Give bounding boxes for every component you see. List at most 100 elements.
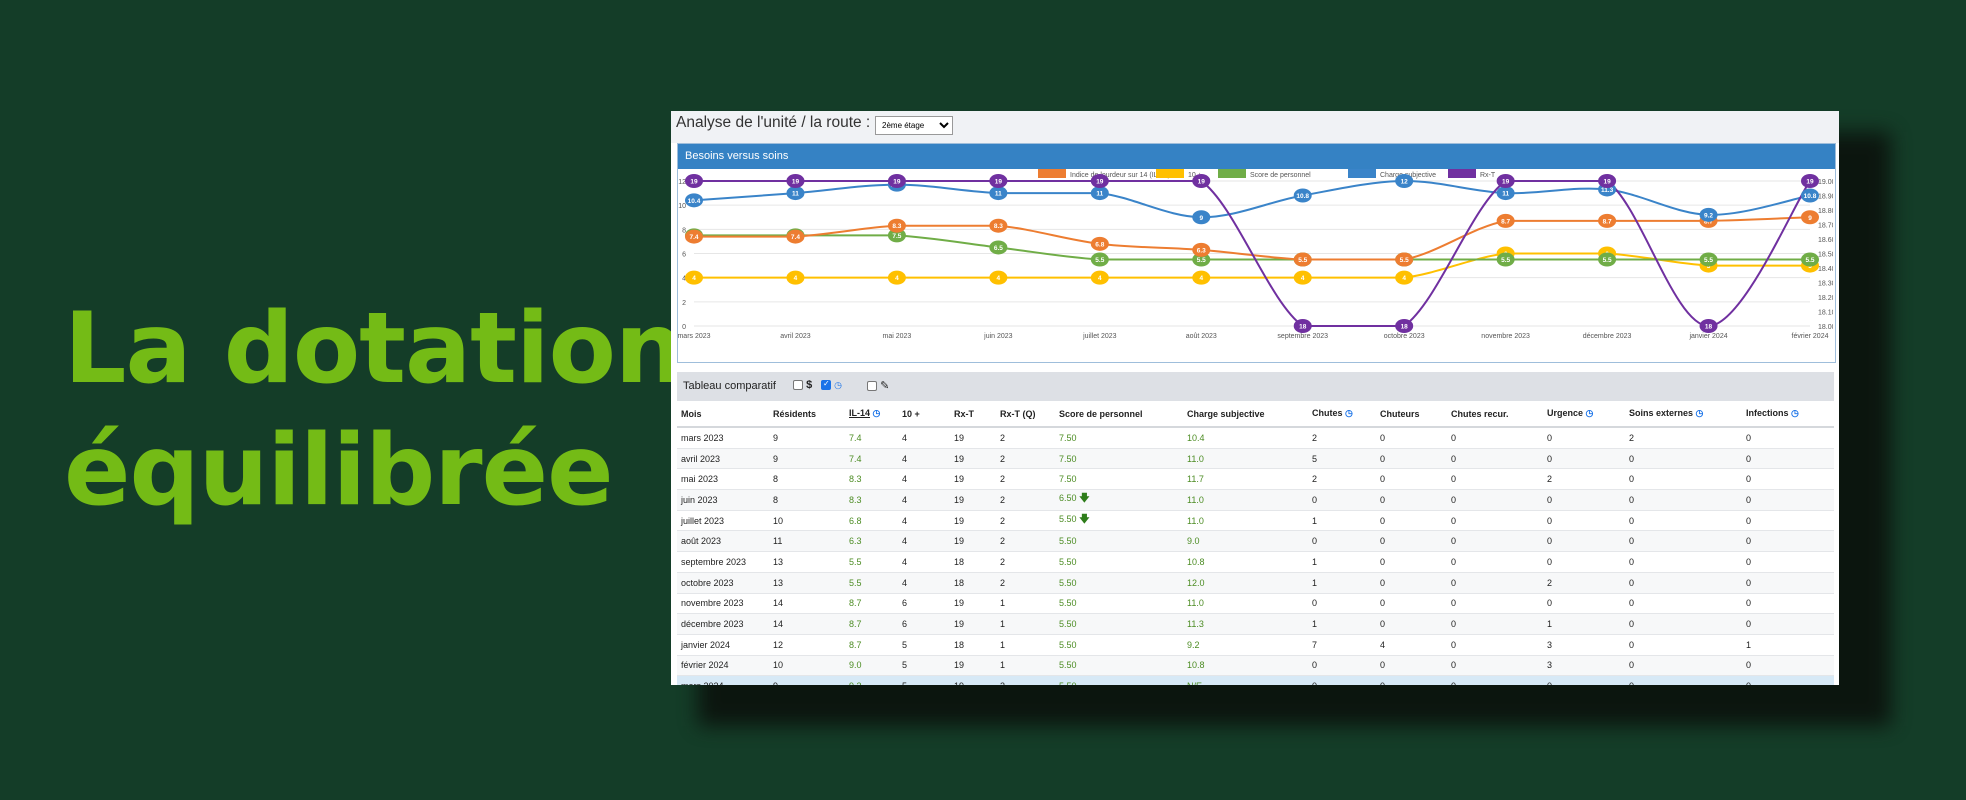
table-row[interactable]: mars 202499.351925.50N/E000000 [677, 675, 1834, 685]
table-row[interactable]: janvier 2024 12 8.7 5 18 1 5.50 9.2 7 4 0 3 0 1 [677, 634, 1834, 656]
column-header[interactable]: Chutes recur. [1447, 401, 1543, 428]
data-label: 11 [995, 191, 1002, 198]
data-point [685, 229, 703, 244]
table-cell: 19 [950, 468, 996, 491]
table-cell: 7.4 [845, 427, 898, 449]
column-header[interactable]: 10 + [898, 401, 950, 428]
hero-title: La dotation équilibrée [64, 288, 685, 532]
data-label: 4 [692, 275, 696, 282]
table-cell: 4 [898, 572, 950, 594]
dollar-toggle[interactable]: $ [793, 379, 812, 391]
table-cell: septembre 2023 [677, 551, 769, 573]
data-label: 7.4 [689, 234, 698, 241]
table-cell: 0 [1376, 593, 1447, 615]
column-header[interactable]: Mois [677, 401, 769, 428]
table-cell: 4 [898, 551, 950, 573]
table-cell: 0 [1543, 551, 1625, 573]
y-tick-right: 18.00 [1818, 324, 1833, 331]
data-label: 19 [792, 179, 800, 186]
data-point [989, 218, 1008, 233]
table-cell: 0 [1625, 510, 1742, 532]
table-cell: 2 [1625, 427, 1742, 449]
data-label: 11 [792, 191, 799, 198]
table-cell: 8 [769, 468, 845, 491]
threshold-checkbox[interactable] [821, 379, 831, 391]
x-tick-label: juin 2023 [983, 333, 1013, 340]
column-header[interactable]: Score de personnel [1055, 401, 1183, 428]
y-tick-right: 18.20 [1818, 295, 1833, 302]
data-label: 11.3 [1601, 187, 1614, 194]
column-header[interactable]: Rx-T [950, 401, 996, 428]
table-row[interactable]: février 2024 10 9.0 5 19 1 5.50 10.8 0 0 0 3 0 0 [677, 655, 1834, 677]
table-cell: 9 [769, 448, 845, 470]
column-header[interactable]: Chutes ◷ [1308, 401, 1376, 428]
table-cell: 7.50 [1055, 468, 1183, 491]
legend-swatch [1038, 169, 1066, 178]
edit-checkbox[interactable] [867, 381, 877, 392]
table-cell: 0 [1625, 593, 1742, 615]
table-cell: 0 [1543, 675, 1625, 685]
data-label: 5.5 [1400, 257, 1409, 264]
data-point [1699, 319, 1718, 333]
table-row[interactable]: août 2023 11 6.3 4 19 2 5.50 9.0 0 0 0 0 0 0 [677, 530, 1834, 553]
table-row[interactable]: juin 2023 8 8.3 4 19 2 6.50 🡇 11.0 0 0 0 0 0 0 [677, 489, 1834, 511]
column-header[interactable]: Chuteurs [1376, 401, 1447, 428]
table-row[interactable]: juillet 2023 10 6.8 4 19 2 5.50 🡇 11.0 1 0 0 0 0 0 [677, 510, 1834, 532]
table-cell: 5.50 [1055, 675, 1183, 685]
data-point [1293, 188, 1312, 203]
unit-select[interactable]: 2ème étage [875, 116, 953, 135]
table-cell: 5.50 [1055, 551, 1183, 573]
table-cell: 0 [1625, 655, 1742, 677]
table-row[interactable]: octobre 2023 13 5.5 4 18 2 5.50 12.0 1 0 0 2 0 0 [677, 572, 1834, 594]
data-point [1293, 319, 1312, 333]
table-cell: 11.7 [1183, 468, 1308, 491]
column-header[interactable]: Charge subjective [1183, 401, 1308, 428]
legend-swatch [1218, 169, 1246, 178]
column-header[interactable]: Urgence ◷ [1543, 401, 1625, 428]
data-point [1699, 252, 1718, 267]
table-row[interactable]: mai 2023 8 8.3 4 19 2 7.50 11.7 2 0 0 2 0 0 [677, 468, 1834, 491]
table-cell: 0 [1742, 613, 1834, 635]
table-cell: 9 [769, 427, 845, 449]
edit-toggle[interactable]: ✎ [867, 379, 889, 392]
table-cell: 0 [1447, 489, 1543, 511]
table-row[interactable]: mars 2023 9 7.4 4 19 2 7.50 10.4 2 0 0 0 2 0 [677, 427, 1834, 449]
dollar-label: $ [806, 379, 813, 391]
table-row[interactable]: septembre 2023 13 5.5 4 18 2 5.50 10.8 1 0 0 0 0 0 [677, 551, 1834, 573]
table-cell: octobre 2023 [677, 572, 769, 594]
table-row[interactable]: décembre 2023 14 8.7 6 19 1 5.50 11.3 1 0 0 1 0 0 [677, 613, 1834, 635]
column-header-label: IL-14 [849, 408, 871, 418]
y-tick-right: 18.30 [1818, 281, 1833, 288]
data-label: 18 [1401, 324, 1409, 331]
table-cell: 0 [1543, 448, 1625, 470]
threshold-toggle[interactable]: ◷ [821, 379, 842, 391]
column-header[interactable]: Rx-T (Q) [996, 401, 1055, 428]
table-cell: 0 [1376, 427, 1447, 449]
dollar-checkbox[interactable] [793, 380, 803, 391]
table-row[interactable]: novembre 2023 14 8.7 6 19 1 5.50 11.0 0 0 0 0 0 0 [677, 593, 1834, 615]
data-point [1293, 252, 1312, 267]
column-header[interactable]: IL-14 ◷ [845, 401, 898, 428]
data-point [887, 270, 906, 285]
table-cell: 14 [769, 593, 845, 615]
x-tick-label: novembre 2023 [1481, 333, 1530, 340]
table-cell: 0 [1376, 489, 1447, 511]
data-point [1496, 186, 1515, 201]
data-label: 5.5 [1603, 257, 1612, 264]
column-header-label: Rx-T [954, 408, 974, 419]
y-tick-right: 18.50 [1818, 252, 1833, 259]
table-cell: 0 [1625, 613, 1742, 635]
table-cell: 6 [898, 613, 950, 635]
data-label: 5.5 [1298, 257, 1307, 264]
table-cell: 4 [898, 510, 950, 532]
column-header[interactable]: Résidents [769, 401, 845, 428]
table-cell: 0 [1308, 675, 1376, 685]
series-line [693, 179, 1811, 219]
table-row[interactable]: avril 2023 9 7.4 4 19 2 7.50 11.0 5 0 0 0 0 0 [677, 448, 1834, 470]
hero-title-line1: La dotation [64, 292, 685, 406]
column-header[interactable]: Soins externes ◷ [1625, 401, 1742, 428]
data-label: 18 [1299, 324, 1307, 331]
table-cell: 19 [950, 655, 996, 677]
y-tick-left: 10 [678, 203, 686, 210]
column-header[interactable]: Infections ◷ [1742, 401, 1834, 428]
